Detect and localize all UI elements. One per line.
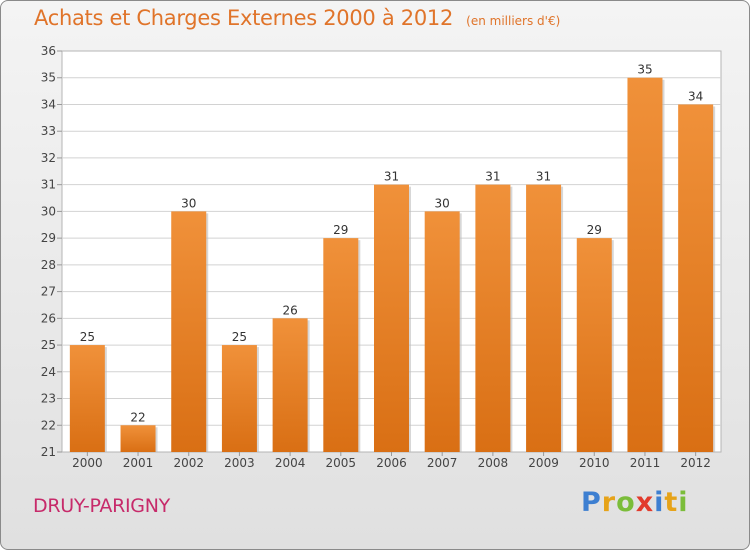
bar — [171, 211, 207, 452]
title-row: Achats et Charges Externes 2000 à 2012 (… — [34, 6, 560, 30]
y-tick-label: 22 — [41, 418, 56, 432]
data-label: 31 — [536, 170, 551, 184]
bar — [526, 184, 562, 452]
y-tick-label: 33 — [41, 124, 56, 138]
data-label: 35 — [637, 63, 652, 77]
logo-letter: t — [664, 487, 679, 518]
data-label: 30 — [181, 196, 196, 210]
chart-subtitle: (en milliers d'€) — [466, 14, 561, 28]
data-label: 29 — [587, 223, 602, 237]
x-tick-label: 2002 — [173, 456, 204, 470]
y-tick-label: 36 — [41, 44, 56, 58]
x-tick-label: 2006 — [376, 456, 407, 470]
bar — [576, 238, 612, 452]
x-tick-label: 2009 — [528, 456, 559, 470]
x-tick-label: 2004 — [275, 456, 306, 470]
data-label: 31 — [384, 170, 399, 184]
bar — [221, 345, 257, 452]
bar — [120, 425, 156, 452]
x-tick-label: 2003 — [224, 456, 255, 470]
y-tick-label: 26 — [41, 311, 56, 325]
x-tick-label: 2011 — [630, 456, 661, 470]
bar — [424, 211, 460, 452]
city-name: DRUY-PARIGNY — [33, 495, 170, 517]
data-label: 22 — [130, 410, 145, 424]
x-tick-label: 2001 — [123, 456, 154, 470]
data-label: 30 — [435, 196, 450, 210]
bar — [627, 77, 663, 452]
proxiti-logo: Proxiti — [581, 487, 689, 518]
bar — [475, 184, 511, 452]
data-label: 25 — [80, 330, 95, 344]
y-tick-label: 32 — [41, 151, 56, 165]
bar — [323, 238, 359, 452]
data-label: 31 — [485, 170, 500, 184]
y-tick-label: 23 — [41, 392, 56, 406]
y-tick-label: 34 — [41, 97, 56, 111]
x-tick-label: 2010 — [579, 456, 610, 470]
x-tick-label: 2007 — [427, 456, 458, 470]
chart-title: Achats et Charges Externes 2000 à 2012 — [34, 6, 454, 30]
bar — [374, 184, 409, 452]
y-tick-label: 24 — [41, 365, 56, 379]
y-tick-label: 27 — [41, 285, 56, 299]
y-tick-label: 30 — [41, 204, 56, 218]
logo-letter: i — [654, 487, 665, 518]
y-tick-label: 29 — [41, 231, 56, 245]
y-tick-label: 28 — [41, 258, 56, 272]
logo-letter: P — [581, 487, 602, 518]
y-tick-label: 25 — [41, 338, 56, 352]
x-tick-label: 2005 — [326, 456, 357, 470]
data-label: 34 — [688, 89, 703, 103]
bar — [678, 104, 714, 452]
y-tick-label: 35 — [41, 71, 56, 85]
data-label: 29 — [333, 223, 348, 237]
logo-letter: i — [678, 487, 689, 518]
logo-letter: o — [616, 487, 636, 518]
logo-letter: x — [635, 487, 655, 518]
x-tick-label: 2012 — [680, 456, 711, 470]
bar — [69, 345, 105, 452]
logo-letter: r — [601, 487, 617, 518]
data-label: 25 — [232, 330, 247, 344]
data-label: 26 — [282, 303, 297, 317]
x-tick-label: 2000 — [72, 456, 103, 470]
y-tick-label: 21 — [41, 445, 56, 459]
x-tick-label: 2008 — [478, 456, 509, 470]
bar — [272, 318, 308, 452]
y-tick-label: 31 — [41, 178, 56, 192]
